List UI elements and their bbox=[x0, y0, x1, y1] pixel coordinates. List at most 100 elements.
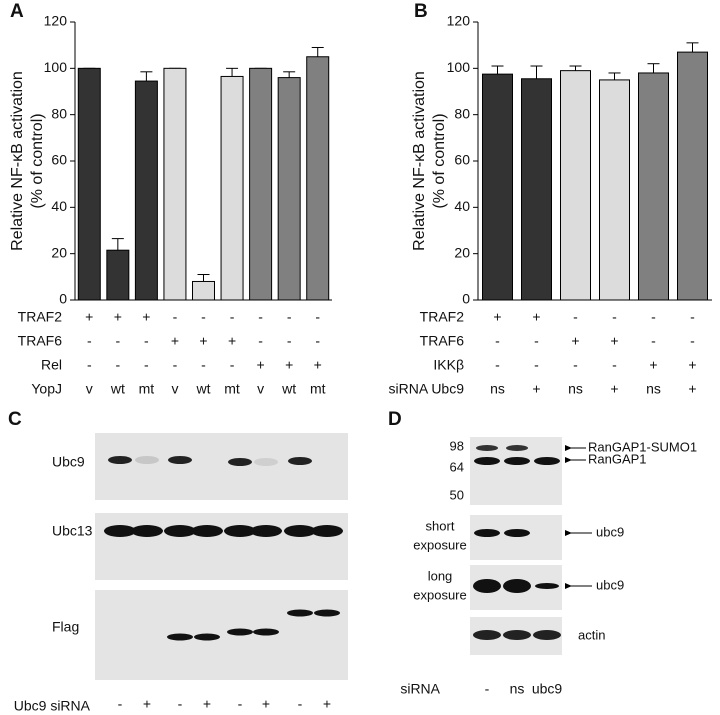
band bbox=[224, 525, 256, 537]
lane-label: + bbox=[203, 696, 211, 712]
band bbox=[311, 525, 343, 537]
band bbox=[473, 579, 501, 593]
condition-value: - bbox=[230, 309, 235, 325]
lane-label: + bbox=[323, 696, 331, 712]
lane-label: - bbox=[118, 696, 123, 712]
blot-label: Ubc9 bbox=[52, 454, 85, 470]
band-label: actin bbox=[578, 627, 605, 642]
y-tick-label: 40 bbox=[51, 198, 67, 214]
band bbox=[131, 525, 163, 537]
condition-value: + bbox=[493, 309, 501, 325]
bar bbox=[306, 56, 330, 301]
lane-label: - bbox=[298, 696, 303, 712]
panel-label: C bbox=[8, 409, 22, 430]
y-tick-label: 100 bbox=[447, 59, 471, 75]
condition-value: - bbox=[287, 333, 292, 349]
condition-label: siRNA Ubc9 bbox=[389, 381, 465, 397]
condition-value: + bbox=[114, 309, 122, 325]
condition-value: v bbox=[86, 381, 93, 397]
band bbox=[533, 630, 561, 640]
marker-label: 98 bbox=[450, 438, 464, 453]
condition-value: + bbox=[610, 381, 618, 397]
condition-value: - bbox=[315, 309, 320, 325]
exposure-label: long bbox=[428, 568, 453, 583]
y-tick-label: 60 bbox=[454, 152, 470, 168]
bar bbox=[192, 280, 215, 301]
condition-value: ns bbox=[646, 381, 661, 397]
band bbox=[254, 458, 278, 466]
lane-label: - bbox=[178, 696, 183, 712]
band bbox=[194, 633, 220, 641]
band bbox=[473, 630, 501, 640]
condition-value: + bbox=[199, 333, 207, 349]
exposure-label: exposure bbox=[413, 537, 466, 552]
condition-value: mt bbox=[139, 381, 155, 397]
blot bbox=[95, 513, 348, 580]
condition-value: - bbox=[115, 333, 120, 349]
condition-label: IKKβ bbox=[433, 357, 464, 373]
condition-value: - bbox=[651, 309, 656, 325]
band bbox=[504, 529, 530, 537]
bar bbox=[638, 72, 669, 301]
y-axis-label: Relative NF-κB activation bbox=[411, 71, 428, 251]
condition-value: - bbox=[258, 333, 263, 349]
arrow-head bbox=[565, 445, 572, 451]
band bbox=[253, 628, 279, 636]
band-label: ubc9 bbox=[596, 524, 624, 539]
y-tick-label: 60 bbox=[51, 152, 67, 168]
arrow-head bbox=[565, 583, 572, 589]
band bbox=[191, 525, 223, 537]
condition-label: Rel bbox=[41, 357, 62, 373]
bar bbox=[277, 77, 301, 301]
blot bbox=[470, 515, 562, 560]
bar bbox=[134, 80, 158, 301]
bar bbox=[249, 67, 273, 301]
y-axis-label: Relative NF-κB activation bbox=[9, 71, 26, 251]
bar bbox=[163, 67, 187, 301]
condition-value: - bbox=[173, 357, 178, 373]
band bbox=[535, 583, 559, 589]
band bbox=[314, 609, 340, 617]
condition-value: - bbox=[201, 309, 206, 325]
condition-value: - bbox=[87, 333, 92, 349]
bar bbox=[599, 79, 630, 301]
bar bbox=[521, 78, 552, 301]
panel-label: B bbox=[414, 1, 428, 22]
band bbox=[167, 633, 193, 641]
lane-label: ubc9 bbox=[532, 681, 563, 697]
condition-value: v bbox=[171, 381, 178, 397]
condition-value: + bbox=[610, 333, 618, 349]
bar bbox=[482, 73, 513, 301]
condition-value: - bbox=[612, 357, 617, 373]
y-tick-label: 120 bbox=[447, 13, 471, 29]
condition-value: - bbox=[258, 309, 263, 325]
y-tick-label: 20 bbox=[51, 244, 67, 260]
band bbox=[474, 457, 500, 465]
band bbox=[284, 525, 316, 537]
band bbox=[135, 456, 159, 464]
panel-label: D bbox=[388, 409, 402, 430]
row-label: siRNA bbox=[400, 681, 440, 697]
band bbox=[534, 457, 560, 465]
arrow-head bbox=[565, 457, 572, 463]
condition-value: + bbox=[532, 381, 540, 397]
band bbox=[168, 456, 192, 464]
exposure-label: exposure bbox=[413, 587, 466, 602]
band bbox=[474, 529, 500, 537]
condition-label: YopJ bbox=[31, 381, 62, 397]
arrow-head bbox=[565, 530, 572, 536]
condition-value: mt bbox=[224, 381, 240, 397]
condition-value: + bbox=[228, 333, 236, 349]
condition-value: ns bbox=[490, 381, 505, 397]
condition-value: - bbox=[495, 357, 500, 373]
band bbox=[476, 445, 498, 451]
condition-value: - bbox=[690, 333, 695, 349]
band bbox=[108, 456, 132, 464]
condition-value: + bbox=[571, 333, 579, 349]
y-tick-label: 20 bbox=[454, 244, 470, 260]
condition-value: - bbox=[144, 357, 149, 373]
band bbox=[228, 458, 252, 466]
band-label: ubc9 bbox=[596, 577, 624, 592]
condition-label: TRAF6 bbox=[18, 333, 63, 349]
